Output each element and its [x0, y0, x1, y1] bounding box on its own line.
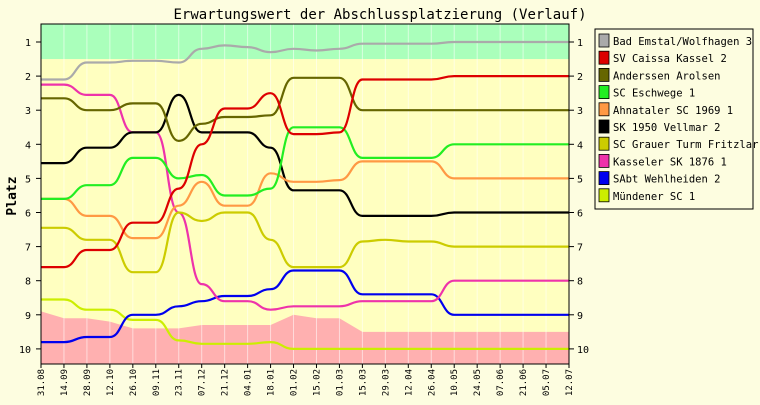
- series-line: [41, 298, 569, 351]
- series-line: [41, 76, 569, 142]
- y-tick-label: 5: [577, 174, 583, 185]
- y-tick-label: 10: [577, 345, 589, 356]
- plot-frame: [40, 23, 570, 365]
- series-line: [40, 160, 569, 240]
- x-tick-label: 21.06: [519, 369, 529, 396]
- series-line: [41, 93, 569, 218]
- legend-label: Anderssen Arolsen: [613, 70, 720, 82]
- legend-swatch: [598, 85, 610, 99]
- legend-swatch: [598, 50, 610, 65]
- y-tick-label: 3: [577, 106, 583, 117]
- x-tick-label: 09.11: [152, 369, 162, 396]
- y-tick-label: 9: [577, 311, 583, 322]
- series-line: [41, 74, 569, 269]
- x-tick-label: 05.07: [542, 369, 552, 396]
- y-tick-label: 10: [19, 345, 31, 356]
- y-axis-right: 1 2 3 4 5 6 7 8 9 10: [569, 38, 589, 356]
- legend-label: Kasseler SK 1876 1: [613, 156, 727, 168]
- y-axis-left: 1 2 3 4 5 6 7 8 9 10: [19, 38, 41, 356]
- legend-label: SK 1950 Vellmar 2: [613, 122, 720, 134]
- grid: [63, 24, 547, 364]
- x-tick-label: 21.12: [221, 369, 231, 396]
- series-line: [41, 269, 569, 344]
- legend-swatch: [598, 33, 610, 48]
- legend-label: Bad Emstal/Wolfhagen 3: [613, 36, 752, 48]
- x-tick-label: 15.02: [312, 369, 322, 396]
- legend-swatch: [598, 136, 610, 151]
- y-tick-label: 8: [25, 277, 31, 288]
- legend-label: Ahnataler SC 1969 1: [613, 105, 733, 117]
- legend-label: SV Caissa Kassel 2: [613, 53, 727, 65]
- x-tick-label: 10.05: [450, 369, 460, 396]
- x-tick-label: 12.10: [106, 369, 116, 396]
- x-tick-label: 18.01: [267, 369, 277, 396]
- chart-title: Erwartungswert der Abschlussplatzierung …: [173, 7, 586, 23]
- legend-label: SC Grauer Turm Fritzlar: [613, 139, 758, 151]
- x-tick-label: 23.11: [175, 369, 185, 396]
- x-tick-label: 01.02: [290, 369, 300, 396]
- x-tick-label: 28.09: [83, 369, 93, 396]
- legend-swatch: [598, 171, 610, 186]
- y-tick-label: 3: [25, 106, 31, 117]
- x-tick-label: 26.10: [129, 369, 139, 396]
- y-tick-label: 9: [25, 311, 31, 322]
- x-tick-label: 29.03: [381, 369, 391, 396]
- legend-label: Mündener SC 1: [613, 191, 695, 203]
- legend-label: SC Eschwege 1: [613, 88, 695, 100]
- legend-box: [594, 28, 754, 210]
- y-tick-label: 4: [577, 140, 583, 151]
- y-tick-label: 8: [577, 277, 583, 288]
- x-axis: 31.08 14.09 28.09 12.10 26.10 09.11 23.11 07.12…: [37, 364, 575, 396]
- legend-swatch: [598, 68, 610, 82]
- legend-swatch: [598, 188, 610, 203]
- x-tick-label: 07.06: [496, 369, 506, 396]
- x-tick-label: 24.05: [473, 369, 483, 396]
- legend-label: SAbt Wehlheiden 2: [613, 174, 720, 186]
- x-tick-label: 14.09: [60, 369, 70, 396]
- legend-swatch: [598, 102, 610, 117]
- series-line: [41, 40, 569, 81]
- y-tick-label: 7: [577, 243, 583, 254]
- x-tick-label: 31.08: [37, 369, 47, 396]
- y-tick-label: 6: [25, 209, 31, 220]
- y-tick-label: 5: [25, 174, 31, 185]
- x-tick-label: 15.03: [358, 369, 368, 396]
- relegation-zone: [41, 311, 569, 364]
- y-tick-label: 6: [577, 209, 583, 220]
- legend: Bad Emstal/Wolfhagen 3 SV Caissa Kassel 2…: [594, 28, 758, 210]
- series-lines: [40, 40, 569, 351]
- y-tick-label: 7: [25, 243, 31, 254]
- x-tick-label: 12.07: [565, 369, 575, 396]
- x-tick-label: 04.01: [244, 369, 254, 396]
- x-tick-label: 07.12: [198, 369, 208, 396]
- y-tick-label: 1: [25, 38, 31, 49]
- series-line: [40, 211, 569, 274]
- legend-swatch: [598, 153, 610, 168]
- y-tick-label: 1: [577, 38, 583, 49]
- y-tick-label: 4: [25, 140, 31, 151]
- y-tick-label: 2: [577, 72, 583, 83]
- legend-swatch: [598, 119, 610, 134]
- series-line: [40, 126, 569, 201]
- x-tick-label: 12.04: [404, 369, 414, 396]
- y-axis-label: Platz: [5, 176, 20, 215]
- y-tick-label: 2: [25, 72, 31, 83]
- x-tick-label: 01.03: [335, 369, 345, 396]
- x-tick-label: 26.04: [427, 369, 437, 396]
